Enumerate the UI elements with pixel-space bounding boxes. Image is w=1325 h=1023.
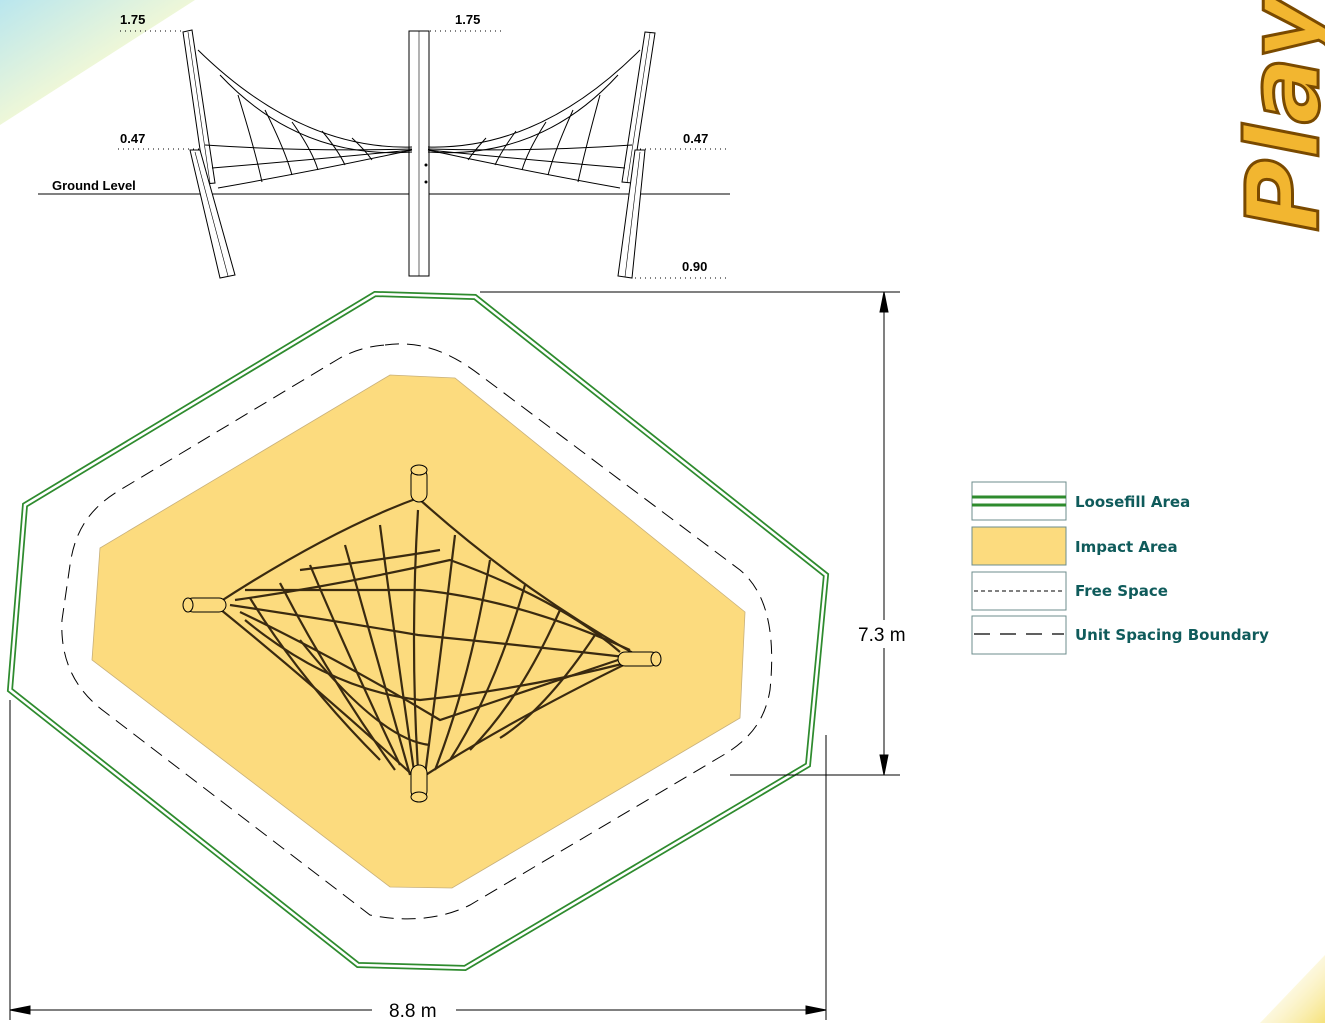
net-profile bbox=[197, 49, 641, 189]
legend-item-loosefill: Loosefill Area bbox=[971, 481, 1190, 521]
brand-logo: Playa bbox=[1224, 0, 1325, 234]
svg-text:Playa: Playa bbox=[1225, 0, 1325, 232]
legend-label-free-space: Free Space bbox=[1075, 582, 1168, 600]
width-dimension-label: 8.8 m bbox=[389, 1001, 437, 1022]
legend-item-free-space: Free Space bbox=[971, 571, 1168, 611]
legend-item-unit-spacing: Unit Spacing Boundary bbox=[971, 615, 1269, 655]
corner-accent-bottom-right bbox=[1260, 955, 1325, 1023]
label-top-center-height: 1.75 bbox=[455, 12, 480, 27]
legend-label-loosefill: Loosefill Area bbox=[1075, 493, 1190, 511]
label-depth-right: 0.90 bbox=[682, 259, 707, 274]
label-mid-left-height: 0.47 bbox=[120, 131, 145, 146]
label-top-left-height: 1.75 bbox=[120, 12, 145, 27]
legend-item-impact: Impact Area bbox=[971, 526, 1178, 566]
impact-area bbox=[91, 374, 746, 889]
climbing-net bbox=[214, 496, 641, 781]
label-ground-level: Ground Level bbox=[52, 178, 136, 193]
plan-view: 7.3 m 8.8 m bbox=[6, 290, 906, 1022]
dimension-lines bbox=[9, 291, 900, 1020]
legend-label-impact: Impact Area bbox=[1075, 538, 1178, 556]
post-right-lower bbox=[617, 149, 646, 279]
legend: Loosefill Area Impact Area Free Space Un… bbox=[971, 481, 1269, 655]
label-mid-right-height: 0.47 bbox=[683, 131, 708, 146]
plan-posts bbox=[182, 464, 662, 803]
post-left-lower bbox=[189, 149, 236, 279]
legend-label-unit-spacing: Unit Spacing Boundary bbox=[1075, 626, 1269, 644]
corner-accent-top-left bbox=[0, 0, 195, 125]
unit-spacing-boundary bbox=[61, 343, 773, 920]
height-dimension-label: 7.3 m bbox=[858, 625, 906, 646]
elevation-view: 1.75 1.75 0.47 0.47 Ground Level 0.90 bbox=[38, 12, 730, 279]
